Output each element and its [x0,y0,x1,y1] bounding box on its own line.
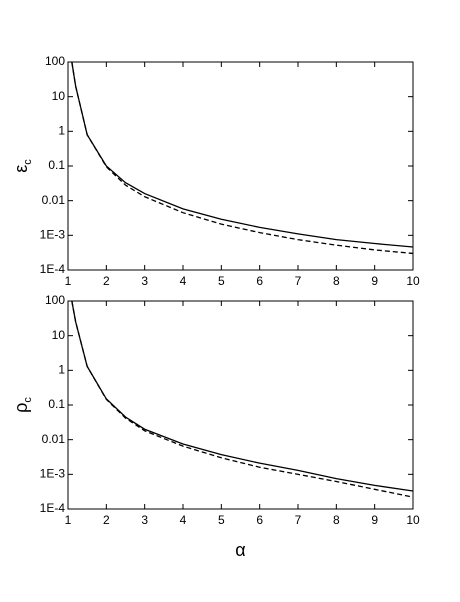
x-tick-label: 1 [65,274,72,288]
y-tick-label: 0.01 [42,432,66,446]
y-axis-subscript: c [22,159,34,165]
x-tick-label: 4 [180,513,187,527]
y-tick-label: 1E-3 [40,228,66,242]
y-tick-label: 0.01 [42,193,66,207]
y-tick-label: 1 [58,363,65,377]
y-tick-label: 100 [45,54,65,68]
x-tick-label: 7 [295,513,302,527]
y-axis-symbol: ρ [11,403,31,413]
x-tick-label: 7 [295,274,302,288]
x-tick-label: 2 [103,513,110,527]
x-tick-label: 3 [141,513,148,527]
x-tick-label: 1 [65,513,72,527]
x-tick-label: 8 [333,274,340,288]
y-axis-label: εc [11,159,34,173]
x-tick-label: 3 [141,274,148,288]
x-tick-label: 4 [180,274,187,288]
x-tick-label: 5 [218,274,225,288]
y-tick-label: 0.1 [48,158,65,172]
y-axis-label: ρc [11,397,34,413]
x-tick-label: 9 [371,274,378,288]
y-tick-label: 10 [52,89,66,103]
y-axis-symbol: ε [11,165,31,173]
x-tick-label: 8 [333,513,340,527]
y-axis-subscript: c [22,397,34,403]
y-tick-label: 100 [45,293,65,307]
y-tick-label: 1E-4 [40,262,66,276]
plot-frame [67,300,414,510]
x-axis-label: α [235,540,245,560]
y-tick-label: 10 [52,328,66,342]
y-tick-label: 1E-4 [40,501,66,515]
plot-frame [67,61,414,271]
y-tick-label: 0.1 [48,397,65,411]
x-tick-label: 5 [218,513,225,527]
x-tick-label: 6 [256,274,263,288]
series-line [71,62,413,255]
x-tick-label: 2 [103,274,110,288]
x-tick-label: 10 [406,274,420,288]
series-line [71,62,413,248]
x-tick-label: 9 [371,513,378,527]
x-tick-label: 6 [256,513,263,527]
y-tick-label: 1 [58,124,65,138]
series-line [71,301,413,498]
y-tick-label: 1E-3 [40,467,66,481]
x-tick-label: 10 [406,513,420,527]
